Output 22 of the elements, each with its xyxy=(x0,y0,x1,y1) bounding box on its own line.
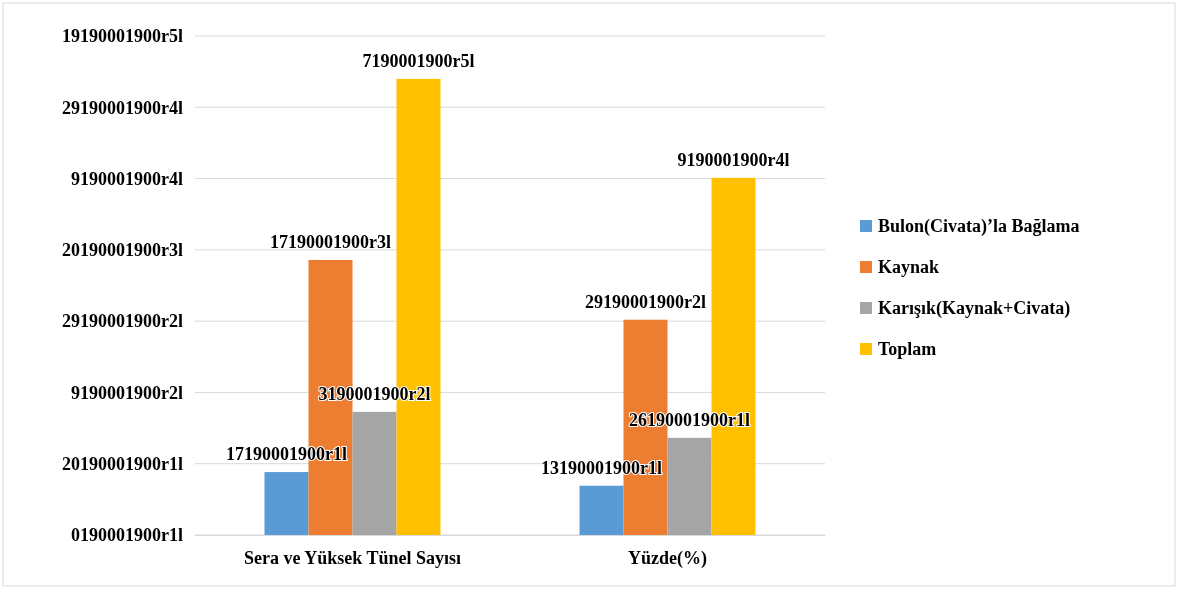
text: 7190001900r5l xyxy=(362,50,475,71)
bar xyxy=(352,411,397,535)
legend-label: Karışık(Kaynak+Civata) xyxy=(878,298,1071,319)
bar xyxy=(579,485,624,535)
x-tick-label: Yüzde(%) xyxy=(628,547,707,569)
annotation: 29190001900r2l xyxy=(585,291,706,312)
text: 29190001900r2l xyxy=(62,311,183,332)
text: 9190001900r4l xyxy=(71,168,183,189)
x-tick-label: Sera ve Yüksek Tünel Sayısı xyxy=(243,547,462,568)
text: 19190001900r5l xyxy=(62,26,183,47)
legend-label: Kaynak xyxy=(878,257,940,277)
legend-label: Toplam xyxy=(878,339,937,359)
text: 29190001900r4l xyxy=(62,97,183,118)
annotation: 9190001900r4l xyxy=(677,149,790,170)
text: 9190001900r2l xyxy=(71,382,183,403)
text: 20190001900r1l xyxy=(62,454,183,475)
text: 20190001900r3l xyxy=(62,240,183,261)
text: 0190001900r1l xyxy=(71,525,183,546)
annotation: 17190001900r3l xyxy=(270,231,391,252)
bar xyxy=(264,472,309,535)
bar xyxy=(667,437,712,535)
legend-label: Bulon(Civata)’la Bağlama xyxy=(878,216,1080,237)
